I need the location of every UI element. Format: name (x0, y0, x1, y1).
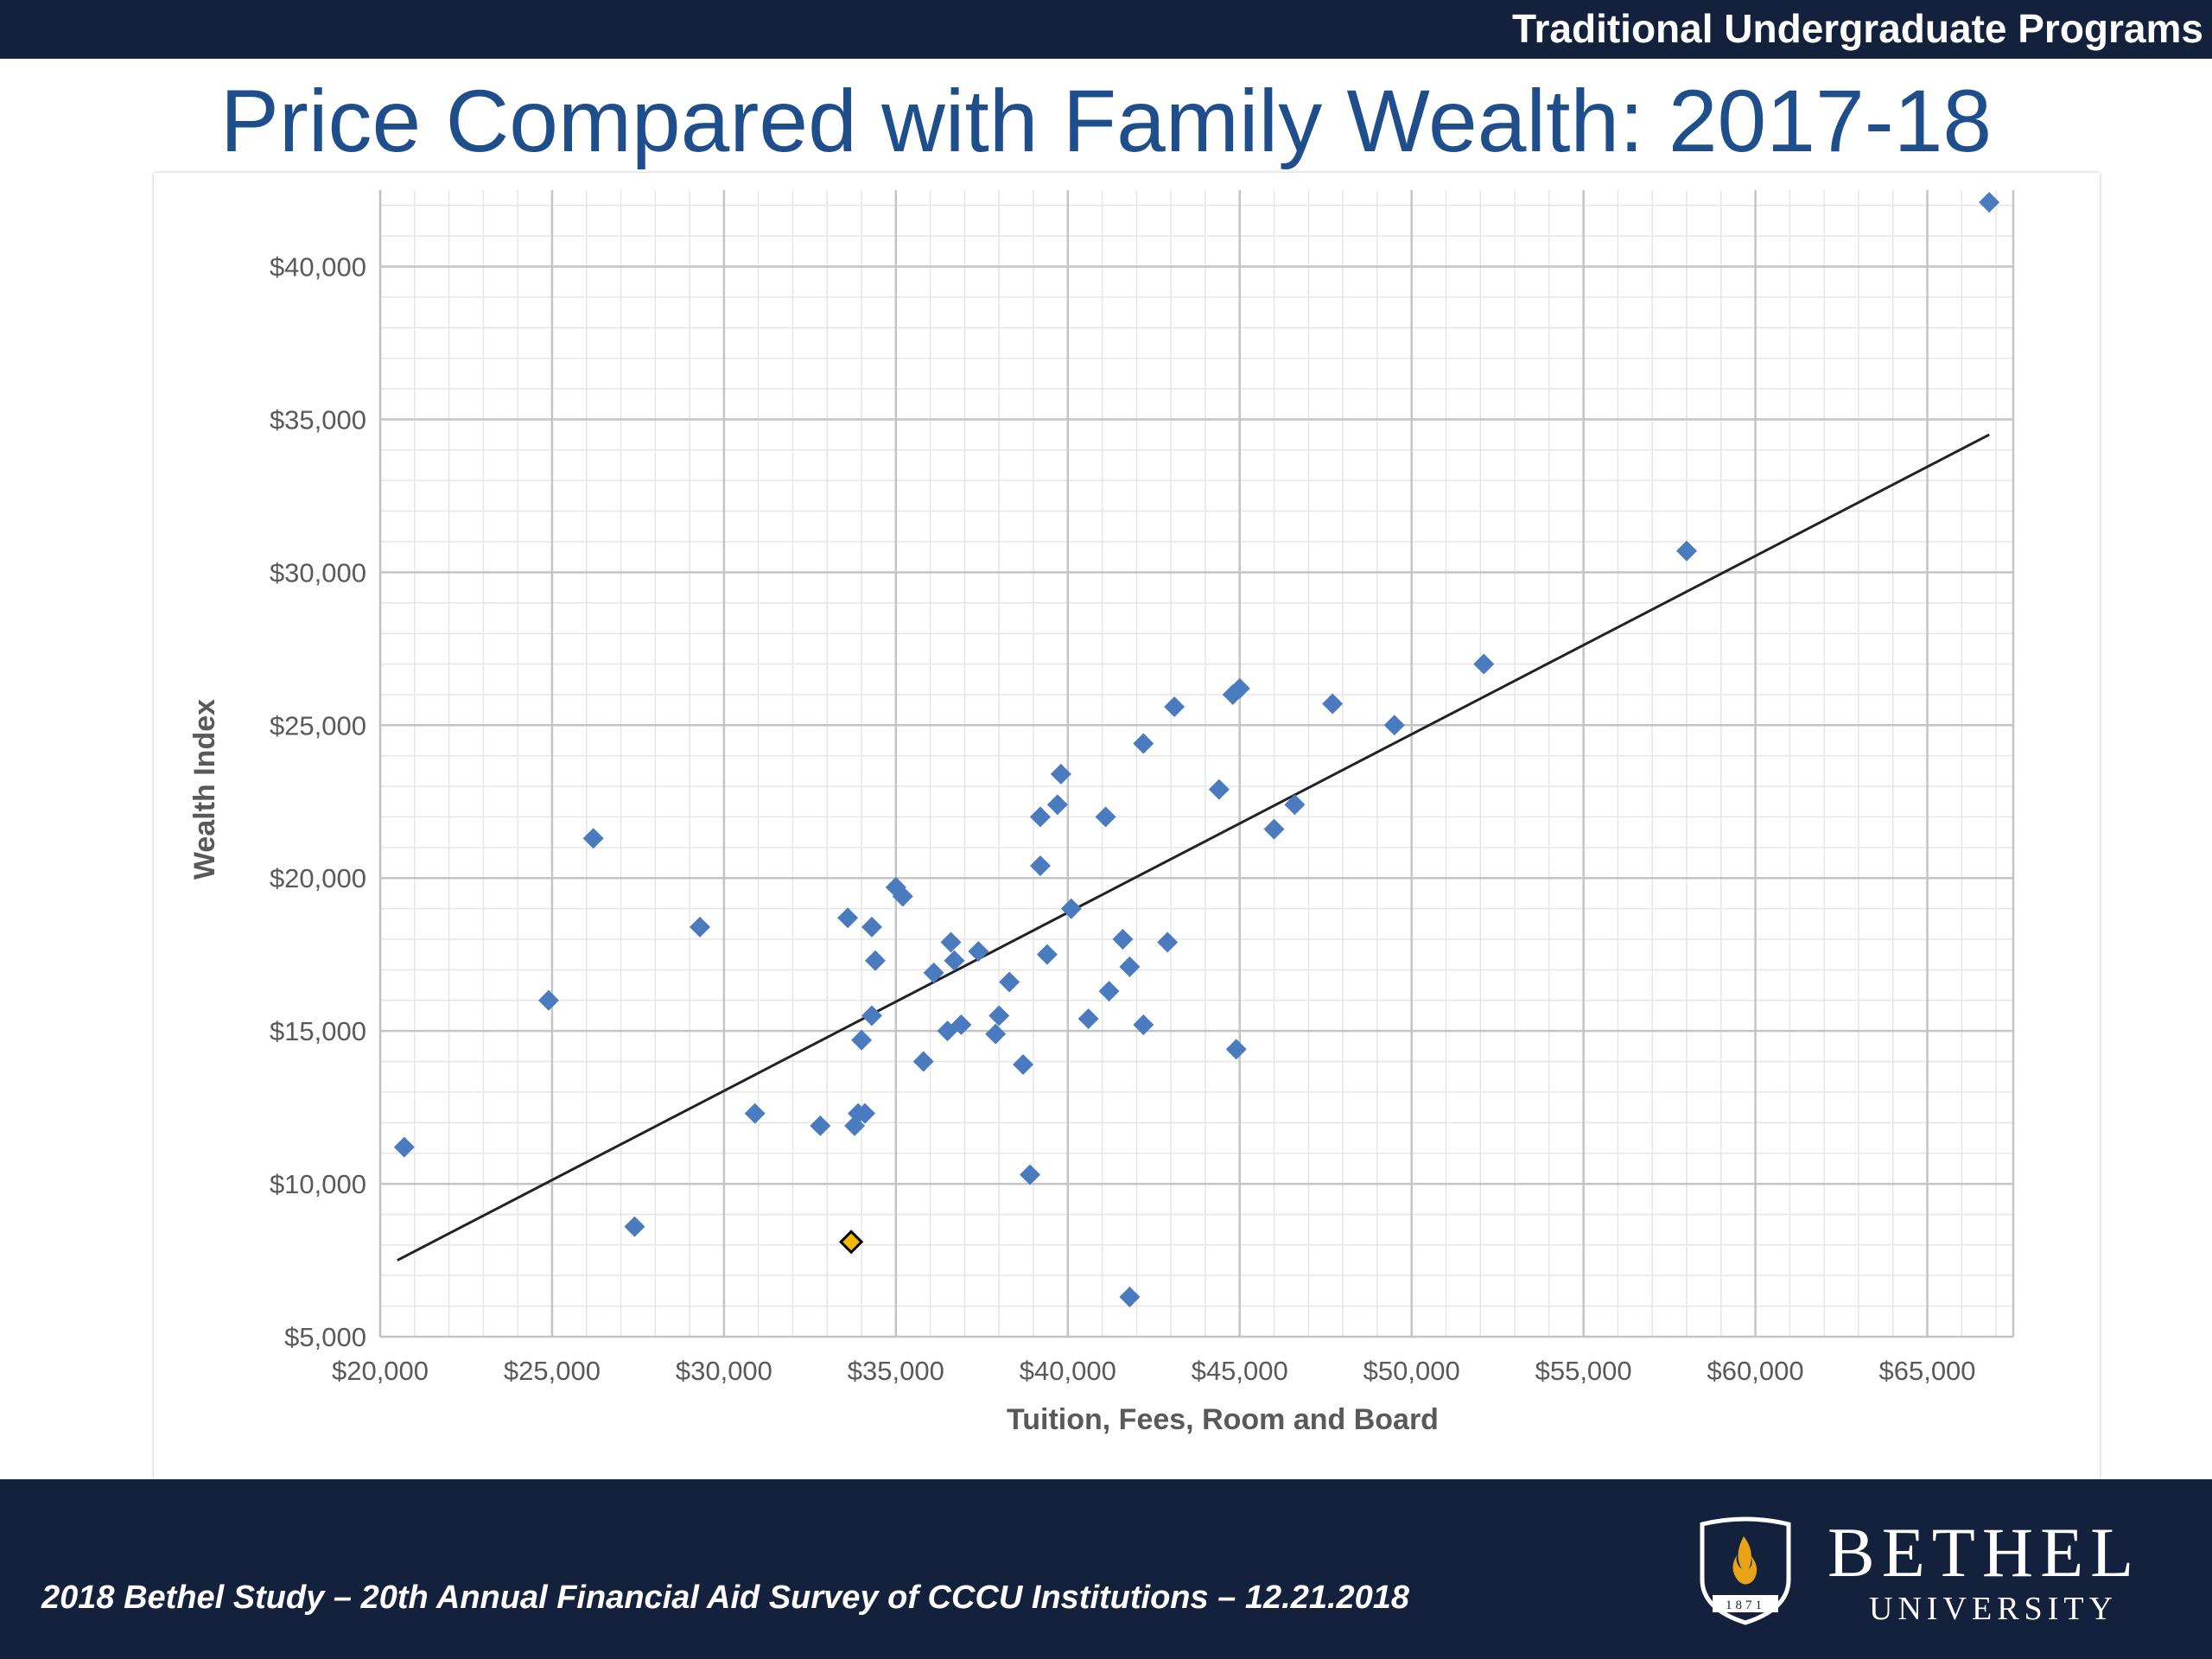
y-tick-label: $15,000 (270, 1016, 366, 1046)
data-point (1229, 677, 1250, 699)
data-point (810, 1115, 831, 1136)
flame-shield-icon: 1871 (1700, 1516, 1791, 1625)
data-point (1095, 806, 1116, 828)
data-point (1119, 1286, 1141, 1307)
x-tick-label: $50,000 (1363, 1356, 1460, 1386)
logo-subname: UNIVERSITY (1869, 1591, 2118, 1627)
x-tick-label: $60,000 (1707, 1356, 1804, 1386)
highlighted-data-point (838, 1230, 864, 1255)
data-point (1013, 1054, 1034, 1076)
data-point (944, 950, 965, 971)
y-tick-label: $10,000 (270, 1169, 366, 1199)
data-point (923, 962, 944, 983)
data-point (1133, 733, 1154, 754)
x-tick-label: $65,000 (1878, 1356, 1975, 1386)
data-point (1157, 931, 1179, 953)
data-point (968, 941, 989, 963)
data-point (1164, 696, 1185, 718)
data-point (1020, 1164, 1041, 1185)
data-point (1046, 794, 1068, 816)
x-axis-title: Tuition, Fees, Room and Board (1007, 1403, 1439, 1436)
data-point (1383, 715, 1405, 736)
data-point (1112, 928, 1134, 950)
x-tick-label: $55,000 (1535, 1356, 1632, 1386)
data-point (940, 931, 962, 953)
footer-bar (0, 1479, 2212, 1659)
y-tick-label: $20,000 (270, 863, 366, 893)
data-point (855, 1103, 876, 1124)
x-tick-label: $35,000 (848, 1356, 944, 1386)
data-point (1225, 1039, 1247, 1060)
x-tick-label: $20,000 (332, 1356, 429, 1386)
data-point (985, 1023, 1007, 1045)
data-point (892, 886, 913, 907)
x-tick-label: $40,000 (1020, 1356, 1116, 1386)
y-tick-label: $5,000 (284, 1322, 366, 1352)
data-point (1473, 653, 1495, 675)
y-tick-label: $30,000 (270, 557, 366, 588)
data-point (912, 1051, 934, 1072)
data-point (1208, 779, 1230, 800)
x-tick-label: $25,000 (504, 1356, 601, 1386)
data-point (1676, 540, 1697, 562)
data-point (950, 1014, 972, 1036)
data-point (864, 950, 886, 971)
data-point (999, 971, 1020, 993)
chart-panel: $20,000 $25,000 $30,000 $35,000 $40,000 $45,0… (154, 173, 2100, 1479)
data-point (744, 1103, 766, 1124)
x-tick-label: $30,000 (676, 1356, 772, 1386)
data-point (1036, 944, 1058, 965)
y-tick-label: $40,000 (270, 251, 366, 282)
top-header-bar: Traditional Undergraduate Programs (0, 0, 2212, 59)
y-tick-label: $25,000 (270, 710, 366, 741)
data-point (1322, 693, 1344, 715)
data-point (1284, 794, 1306, 816)
data-point (537, 989, 559, 1011)
data-point (393, 1136, 415, 1158)
logo-year: 1871 (1726, 1599, 1765, 1612)
section-label: Traditional Undergraduate Programs (1511, 6, 2203, 51)
data-point (988, 1005, 1010, 1027)
data-point (851, 1029, 873, 1051)
data-point (1263, 818, 1285, 840)
slide-title: Price Compared with Family Wealth: 2017-… (219, 72, 1993, 170)
scatter-chart: $20,000 $25,000 $30,000 $35,000 $40,000 $45,0… (188, 190, 2015, 1436)
data-point (861, 1005, 882, 1027)
data-point (1119, 956, 1141, 977)
data-point (1133, 1014, 1154, 1036)
data-point (1050, 763, 1071, 785)
y-tick-label: $35,000 (270, 404, 366, 435)
data-point (1077, 1007, 1099, 1029)
data-point (1060, 898, 1082, 919)
data-point (1098, 981, 1120, 1002)
data-point (937, 1020, 958, 1042)
x-tick-label: $45,000 (1192, 1356, 1288, 1386)
y-axis-title: Wealth Index (188, 699, 221, 880)
trend-line (397, 433, 1990, 1262)
data-point (624, 1216, 645, 1237)
data-point (690, 916, 711, 938)
data-point (861, 916, 882, 938)
logo-wordmark: BETHEL (1827, 1513, 2141, 1592)
data-point (1979, 192, 2000, 213)
data-point (1029, 806, 1051, 828)
data-point (582, 828, 604, 849)
footer-citation: 2018 Bethel Study – 20th Annual Financia… (41, 1580, 1410, 1616)
data-point (1029, 855, 1051, 877)
data-point (837, 907, 859, 929)
